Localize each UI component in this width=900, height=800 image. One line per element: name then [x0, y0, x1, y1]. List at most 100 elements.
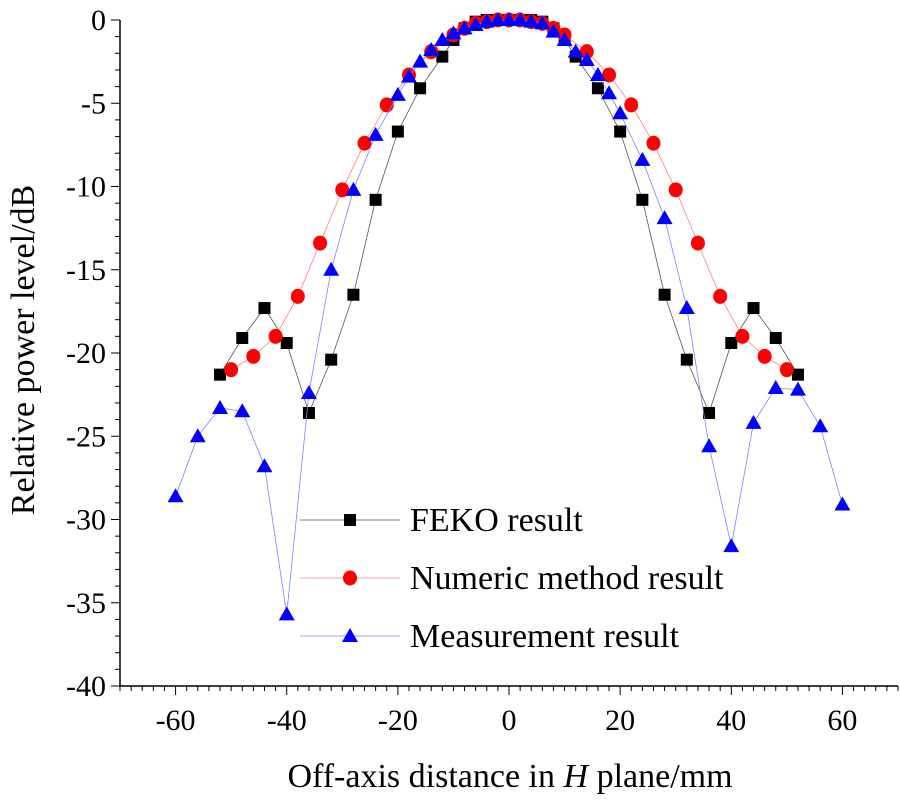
data-point-square [591, 82, 604, 95]
data-point-triangle [300, 384, 317, 399]
data-point-circle [757, 348, 772, 364]
y-tick-label: -15 [66, 254, 106, 287]
data-point-square [369, 193, 382, 206]
data-point-square [791, 368, 804, 381]
data-point-square [769, 332, 782, 345]
data-point-triangle [678, 300, 695, 315]
data-point-triangle [278, 606, 295, 621]
data-point-circle [224, 362, 239, 378]
data-point-triangle [489, 12, 506, 26]
data-point-square [636, 193, 649, 206]
x-tick-label: 20 [605, 704, 635, 737]
x-tick-label: -20 [378, 704, 418, 737]
legend: FEKO result Numeric method result Measurem… [300, 502, 724, 655]
legend-marker-triangle [342, 628, 358, 642]
y-tick-label: -10 [66, 171, 106, 204]
y-tick-label: -40 [66, 670, 106, 703]
data-point-square [280, 337, 293, 350]
data-point-triangle [634, 151, 651, 166]
x-tick-label: -60 [156, 704, 196, 737]
data-point-circle [735, 328, 750, 344]
data-point-square [414, 82, 427, 95]
data-point-triangle [256, 458, 273, 473]
data-point-triangle [556, 31, 573, 46]
x-axis-title: Off-axis distance in H plane/mm [287, 758, 732, 795]
data-point-triangle [534, 15, 551, 30]
data-point-square [747, 302, 760, 315]
legend-marker-square [344, 514, 356, 526]
y-tick-label: -35 [66, 587, 106, 620]
y-tick-label: -30 [66, 504, 106, 537]
legend-label: Measurement result [410, 618, 680, 655]
data-point-triangle [578, 51, 595, 66]
data-point-triangle [212, 399, 229, 414]
data-point-circle [246, 348, 261, 364]
data-point-triangle [445, 25, 462, 40]
data-point-triangle [567, 43, 584, 58]
series-line-feko-result [219, 19, 799, 415]
data-point-square [214, 368, 227, 381]
data-point-square [703, 406, 716, 419]
axes-group: -60 -40 -20 0 20 40 60 0 -5 -10 -15 -20 -25 -30 -35 -40 [66, 4, 899, 737]
data-point-triangle [723, 538, 740, 553]
data-point-triangle [601, 85, 618, 100]
data-point-triangle [167, 488, 184, 503]
legend-item-numeric-method-result: Numeric method result [300, 560, 724, 597]
data-point-circle [779, 362, 794, 378]
data-point-circle [357, 135, 372, 151]
data-point-triangle [745, 414, 762, 429]
data-point-circle [646, 135, 661, 151]
data-point-square [436, 50, 449, 63]
data-point-triangle [545, 23, 562, 38]
data-point-square [347, 288, 360, 301]
y-tick-label: 0 [91, 4, 106, 37]
data-point-circle [713, 288, 728, 304]
data-point-triangle [767, 379, 784, 394]
data-point-triangle [478, 13, 495, 28]
data-point-circle [690, 235, 705, 251]
data-point-circle [624, 97, 639, 113]
data-point-triangle [812, 418, 829, 433]
y-tick-label: -5 [81, 87, 106, 120]
data-point-circle [268, 328, 283, 344]
data-point-triangle [367, 126, 384, 141]
x-tick-label: 40 [716, 704, 746, 737]
data-point-square [302, 406, 315, 419]
data-point-triangle [400, 68, 417, 83]
series-group [167, 12, 851, 621]
legend-item-measurement-result: Measurement result [300, 618, 680, 655]
data-point-triangle [789, 381, 806, 396]
x-tick-label: -40 [267, 704, 307, 737]
data-point-circle [313, 235, 328, 251]
series-measurement-result [167, 12, 851, 621]
data-point-square [258, 302, 271, 315]
data-point-triangle [434, 31, 451, 46]
data-point-circle [335, 182, 350, 198]
series-numeric-method-result [224, 12, 794, 378]
legend-label: Numeric method result [410, 560, 724, 597]
data-point-triangle [523, 13, 540, 28]
data-point-square [325, 353, 338, 366]
x-tick-label: 60 [827, 704, 857, 737]
data-point-circle [290, 288, 305, 304]
data-point-triangle [423, 41, 440, 56]
data-point-circle [668, 182, 683, 198]
legend-item-feko-result: FEKO result [300, 502, 583, 539]
series-line-numeric-method-result [230, 19, 788, 371]
y-tick-label: -25 [66, 420, 106, 453]
legend-label: FEKO result [410, 502, 583, 539]
data-point-triangle [701, 438, 718, 453]
x-axis-title-italic-h: H [563, 758, 591, 795]
data-point-square [658, 288, 671, 301]
data-point-triangle [834, 496, 851, 511]
data-point-square [236, 332, 249, 345]
data-point-square [614, 125, 627, 138]
data-point-triangle [612, 105, 629, 120]
data-point-triangle [412, 53, 429, 68]
data-point-triangle [323, 261, 340, 276]
data-point-square [725, 337, 738, 350]
x-axis-title-part-2: plane/mm [588, 758, 732, 795]
data-point-triangle [589, 66, 606, 81]
y-axis-title: Relative power level/dB [5, 185, 42, 515]
